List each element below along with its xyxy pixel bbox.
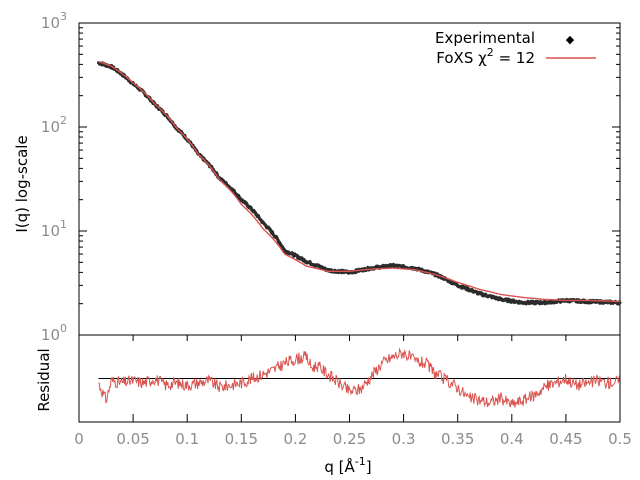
legend-label-foxs-suffix: = 12 bbox=[494, 49, 535, 67]
residual-series bbox=[98, 347, 621, 408]
x-tick-label: 0.05 bbox=[116, 430, 149, 448]
legend: Experimental ◆ FoXS χ2 = 12 bbox=[435, 29, 596, 67]
experimental-point bbox=[412, 266, 416, 270]
experimental-point bbox=[521, 301, 525, 305]
experimental-point bbox=[477, 292, 481, 296]
main-y-tick-base: 10 bbox=[41, 14, 60, 32]
x-axis-label-superscript: -1 bbox=[355, 455, 366, 468]
main-y-tick-base: 10 bbox=[41, 118, 60, 136]
main-plot-frame bbox=[78, 22, 621, 336]
x-tick-label: 0.3 bbox=[392, 430, 416, 448]
x-tick-label: 0.45 bbox=[549, 430, 582, 448]
legend-label-foxs: FoXS χ2 = 12 bbox=[436, 46, 535, 67]
residual-plot-area bbox=[98, 347, 621, 408]
x-axis-label-suffix: ] bbox=[366, 458, 372, 476]
experimental-point bbox=[261, 221, 265, 225]
legend-label-experimental: Experimental bbox=[435, 29, 535, 47]
main-y-tick-label: 102 bbox=[41, 114, 67, 136]
x-tick-label: 0.1 bbox=[175, 430, 199, 448]
experimental-point bbox=[239, 198, 243, 202]
experimental-point bbox=[456, 283, 460, 287]
legend-label-foxs-superscript: 2 bbox=[487, 46, 494, 59]
main-y-tick-exponent: 0 bbox=[60, 322, 67, 335]
experimental-point bbox=[283, 248, 287, 252]
legend-label-foxs-prefix: FoXS χ bbox=[436, 49, 487, 67]
main-y-tick-label: 103 bbox=[41, 10, 67, 32]
experimental-series bbox=[97, 61, 621, 306]
x-axis-label-prefix: q [Å bbox=[324, 457, 355, 476]
main-plot-area bbox=[96, 60, 622, 306]
main-y-axis-label: I(q) log-scale bbox=[13, 135, 31, 232]
main-y-tick-label: 100 bbox=[41, 322, 67, 344]
x-tick-labels: 0 0.05 0.1 0.15 0.2 0.25 0.3 0.35 0.4 0.45 0.5 bbox=[74, 430, 632, 448]
legend-marker-experimental: ◆ bbox=[566, 33, 575, 46]
x-tick-label: 0.35 bbox=[441, 430, 474, 448]
main-y-tick-exponent: 3 bbox=[60, 10, 67, 23]
foxs-fit-line bbox=[98, 60, 621, 303]
x-tick-label: 0.25 bbox=[333, 430, 366, 448]
experimental-point bbox=[499, 297, 503, 301]
residual-y-axis-label: Residual bbox=[35, 348, 53, 411]
main-y-tick-label: 101 bbox=[41, 218, 67, 240]
x-tick-label: 0.2 bbox=[283, 430, 307, 448]
x-tick-label: 0 bbox=[74, 430, 84, 448]
experimental-point bbox=[542, 301, 546, 305]
x-axis-label: q [Å-1] bbox=[324, 455, 371, 476]
main-y-tick-exponent: 1 bbox=[60, 218, 67, 231]
main-y-tick-base: 10 bbox=[41, 326, 60, 344]
main-plot-border bbox=[78, 22, 621, 336]
main-y-tick-base: 10 bbox=[41, 222, 60, 240]
experimental-point bbox=[391, 264, 395, 268]
x-tick-label: 0.15 bbox=[225, 430, 258, 448]
x-tick-label: 0.4 bbox=[500, 430, 524, 448]
main-y-tick-exponent: 2 bbox=[60, 114, 67, 127]
x-tick-label: 0.5 bbox=[608, 430, 632, 448]
experimental-point bbox=[304, 259, 308, 263]
